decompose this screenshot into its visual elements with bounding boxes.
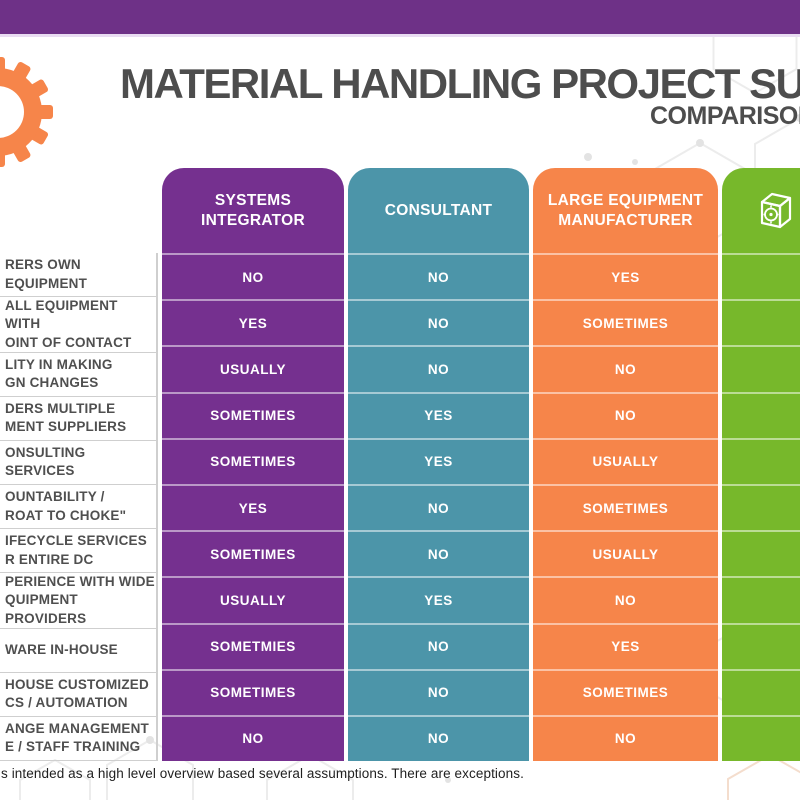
row-labels-column: RERS OWN EQUIPMENT ALL EQUIPMENT WITH OIN…	[0, 253, 158, 762]
gear-icon	[0, 57, 53, 167]
value-cell	[722, 483, 800, 531]
column-header-consultant: CONSULTANT	[348, 168, 529, 253]
value-cell	[722, 530, 800, 577]
value-cell	[722, 714, 800, 762]
value-cell: SOMETMIES	[162, 622, 344, 669]
value-cell: NO	[533, 345, 718, 392]
value-cell: USUALLY	[533, 437, 718, 484]
value-cell: SOMETIMES	[533, 668, 718, 715]
value-cell: SOMETIMES	[162, 391, 344, 438]
value-cell: NO	[348, 345, 529, 392]
value-cell: NO	[162, 253, 344, 300]
value-cell: NO	[348, 714, 529, 762]
column-body-partner-green	[722, 253, 800, 762]
value-cell: YES	[348, 437, 529, 484]
value-cell: NO	[348, 530, 529, 577]
value-cell	[722, 622, 800, 669]
row-label: IFECYCLE SERVICES R ENTIRE DC	[0, 529, 156, 574]
value-cell	[722, 345, 800, 392]
row-label: PERIENCE WITH WIDE QUIPMENT PROVIDERS	[0, 573, 156, 629]
row-label: ALL EQUIPMENT WITH OINT OF CONTACT	[0, 297, 156, 353]
value-cell: YES	[348, 576, 529, 623]
value-cell: USUALLY	[162, 345, 344, 392]
value-cell: SOMETIMES	[162, 530, 344, 577]
value-cell	[722, 299, 800, 346]
value-cell: NO	[348, 253, 529, 300]
footnote: s intended as a high level overview base…	[1, 766, 524, 781]
value-cell: SOMETIMES	[162, 668, 344, 715]
value-cell: NO	[533, 576, 718, 623]
row-label: ONSULTING SERVICES	[0, 441, 156, 485]
value-cell	[722, 391, 800, 438]
value-cell: SOMETIMES	[162, 437, 344, 484]
value-cell: NO	[348, 668, 529, 715]
value-cell: SOMETIMES	[533, 299, 718, 346]
column-body-consultant: NO NO NO YES YES NO NO YES NO NO NO	[348, 253, 529, 762]
value-cell: YES	[533, 253, 718, 300]
value-cell: NO	[533, 391, 718, 438]
row-label: WARE IN-HOUSE	[0, 629, 156, 673]
value-cell: NO	[348, 299, 529, 346]
column-header-partner-green	[722, 168, 800, 253]
column-body-systems-integrator: NO YES USUALLY SOMETIMES SOMETIMES YES SOMETIM…	[162, 253, 344, 762]
page-title: MATERIAL HANDLING PROJECT SUPPLIERS	[120, 60, 800, 107]
page-subtitle: COMPARISON	[650, 102, 800, 130]
row-label: HOUSE CUSTOMIZED CS / AUTOMATION	[0, 673, 156, 717]
value-cell	[722, 253, 800, 300]
value-cell	[722, 437, 800, 484]
value-cell: USUALLY	[533, 530, 718, 577]
row-label: RERS OWN EQUIPMENT	[0, 253, 156, 298]
row-label: DERS MULTIPLE MENT SUPPLIERS	[0, 397, 156, 441]
value-cell: YES	[162, 299, 344, 346]
value-cell: NO	[348, 483, 529, 531]
value-cell	[722, 668, 800, 715]
value-cell	[722, 576, 800, 623]
value-cell: YES	[533, 622, 718, 669]
column-header-systems-integrator: SYSTEMS INTEGRATOR	[162, 168, 344, 253]
value-cell: USUALLY	[162, 576, 344, 623]
value-cell: YES	[162, 483, 344, 531]
row-label: OUNTABILITY / ROAT TO CHOKE"	[0, 485, 156, 530]
row-label: ANGE MANAGEMENT E / STAFF TRAINING	[0, 717, 156, 762]
value-cell: NO	[533, 714, 718, 762]
column-header-large-equipment-manufacturer: LARGE EQUIPMENT MANUFACTURER	[533, 168, 718, 253]
value-cell: YES	[348, 391, 529, 438]
column-body-large-equipment-manufacturer: YES SOMETIMES NO NO USUALLY SOMETIMES USUALLY N…	[533, 253, 718, 762]
value-cell: NO	[162, 714, 344, 762]
top-bar	[0, 0, 800, 37]
value-cell: NO	[348, 622, 529, 669]
cube-gear-icon	[760, 192, 792, 229]
row-label: LITY IN MAKING GN CHANGES	[0, 353, 156, 397]
value-cell: SOMETIMES	[533, 483, 718, 531]
